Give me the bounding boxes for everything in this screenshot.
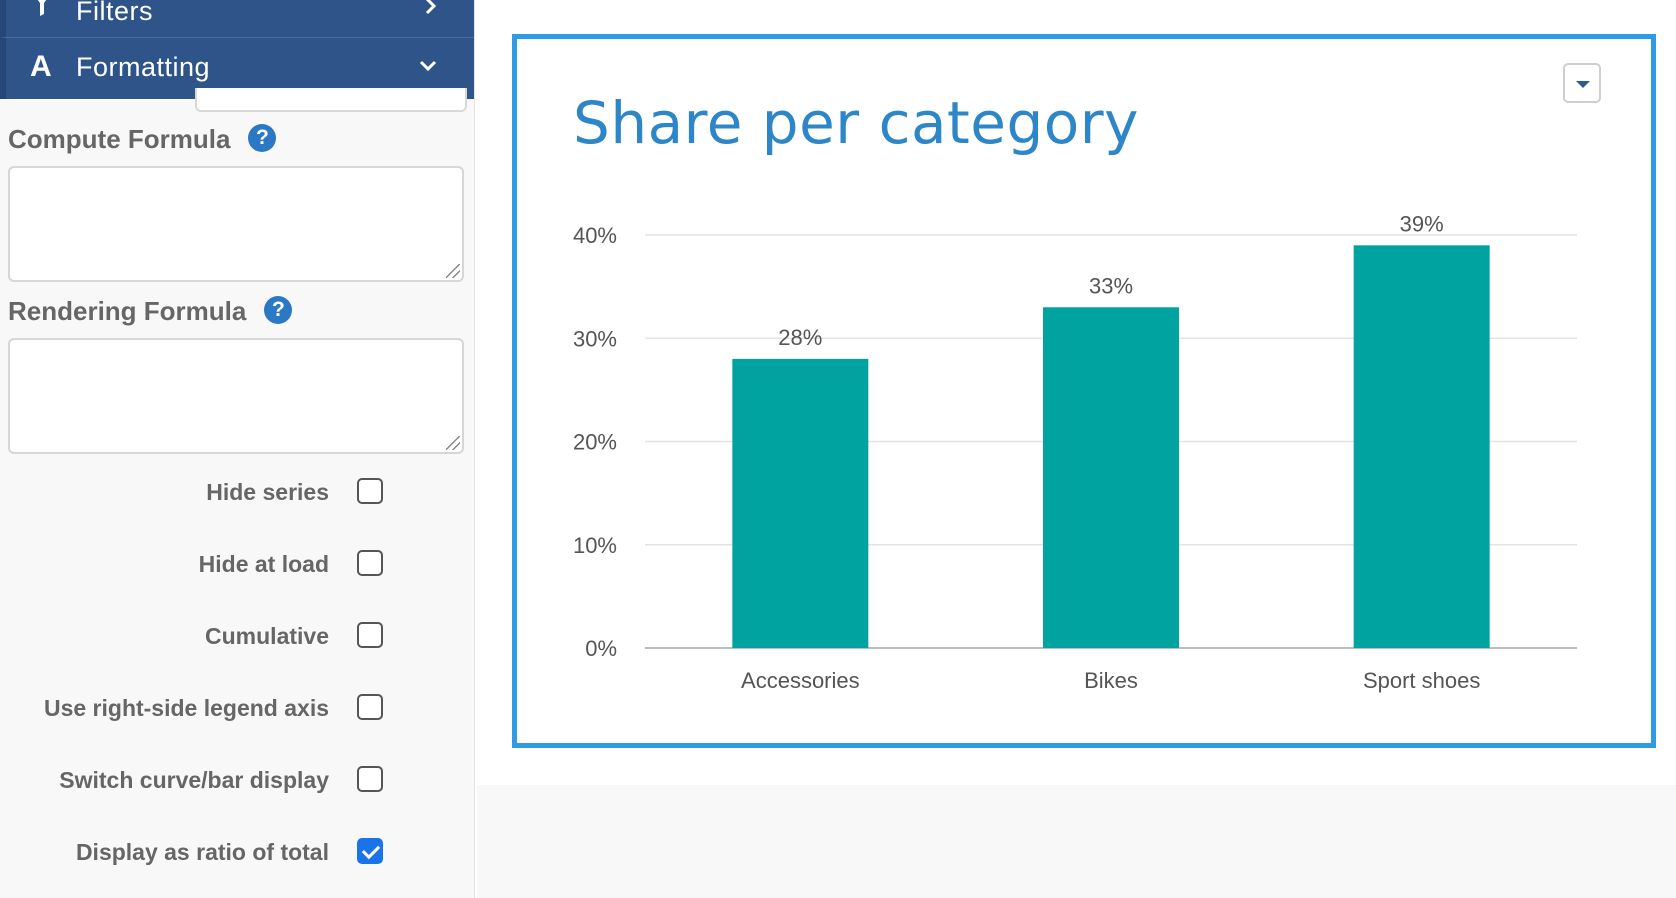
previous-field-input[interactable] xyxy=(195,88,467,112)
chevron-down-icon xyxy=(418,56,438,79)
cumulative-checkbox[interactable] xyxy=(357,622,383,648)
bar xyxy=(1043,307,1179,648)
resize-grip-icon[interactable] xyxy=(446,436,460,450)
y-tick-label: 20% xyxy=(573,430,617,455)
compute-formula-textarea[interactable] xyxy=(8,166,464,282)
formatting-icon: A xyxy=(30,50,52,83)
nav-formatting-label: Formatting xyxy=(76,52,211,82)
right-legend-axis-checkbox[interactable] xyxy=(357,694,383,720)
hide-at-load-checkbox[interactable] xyxy=(357,550,383,576)
x-tick-label: Bikes xyxy=(1084,668,1138,693)
chart-card[interactable]: Share per category 0% 10% 20% 30% 40% 28% Acce… xyxy=(512,34,1656,748)
rendering-formula-label-text: Rendering Formula xyxy=(8,296,247,326)
y-tick-label: 30% xyxy=(573,326,617,351)
option-label: Use right-side legend axis xyxy=(43,695,329,721)
option-right-legend-axis: Use right-side legend axis xyxy=(0,692,474,726)
chevron-right-icon xyxy=(424,0,438,22)
option-label: Hide at load xyxy=(198,551,329,577)
switch-curve-bar-checkbox[interactable] xyxy=(357,766,383,792)
compute-formula-label-text: Compute Formula xyxy=(8,124,231,154)
settings-sidebar: Filters A Formatting Compute Formula? Re… xyxy=(0,0,475,898)
nav-filters[interactable]: Filters xyxy=(0,0,474,38)
option-label: Switch curve/bar display xyxy=(59,767,329,793)
main-background xyxy=(477,785,1676,898)
rendering-formula-textarea[interactable] xyxy=(8,338,464,454)
option-label: Display as ratio of total xyxy=(75,839,329,865)
caret-down-icon[interactable] xyxy=(1563,63,1601,103)
data-label: 28% xyxy=(778,325,822,350)
option-switch-curve-bar: Switch curve/bar display xyxy=(0,764,474,798)
bar xyxy=(732,358,869,648)
x-tick-label: Sport shoes xyxy=(1363,668,1480,693)
help-icon[interactable]: ? xyxy=(248,124,277,153)
y-tick-label: 0% xyxy=(585,636,617,661)
filter-icon xyxy=(30,0,54,25)
bar-chart: 0% 10% 20% 30% 40% 28% Accessories 33% Bikes 39% S… xyxy=(573,211,1577,693)
x-tick-label: Accessories xyxy=(741,668,860,693)
nav-filters-label: Filters xyxy=(76,0,153,26)
help-icon[interactable]: ? xyxy=(264,296,293,325)
option-label: Cumulative xyxy=(205,623,329,649)
rendering-formula-label: Rendering Formula? xyxy=(8,296,293,327)
option-hide-series: Hide series xyxy=(0,476,474,510)
option-cumulative: Cumulative xyxy=(0,620,474,654)
chart-title: Share per category xyxy=(573,89,1139,157)
data-label: 39% xyxy=(1400,211,1444,236)
y-tick-label: 40% xyxy=(573,223,617,248)
option-hide-at-load: Hide at load xyxy=(0,548,474,582)
bar xyxy=(1353,245,1490,648)
option-label: Hide series xyxy=(206,479,329,505)
hide-series-checkbox[interactable] xyxy=(357,478,383,504)
resize-grip-icon[interactable] xyxy=(446,264,460,278)
compute-formula-label: Compute Formula? xyxy=(8,124,277,155)
data-label: 33% xyxy=(1089,273,1133,298)
ratio-of-total-checkbox[interactable] xyxy=(357,838,383,864)
option-ratio-of-total: Display as ratio of total xyxy=(0,836,474,870)
y-tick-label: 10% xyxy=(573,533,617,558)
